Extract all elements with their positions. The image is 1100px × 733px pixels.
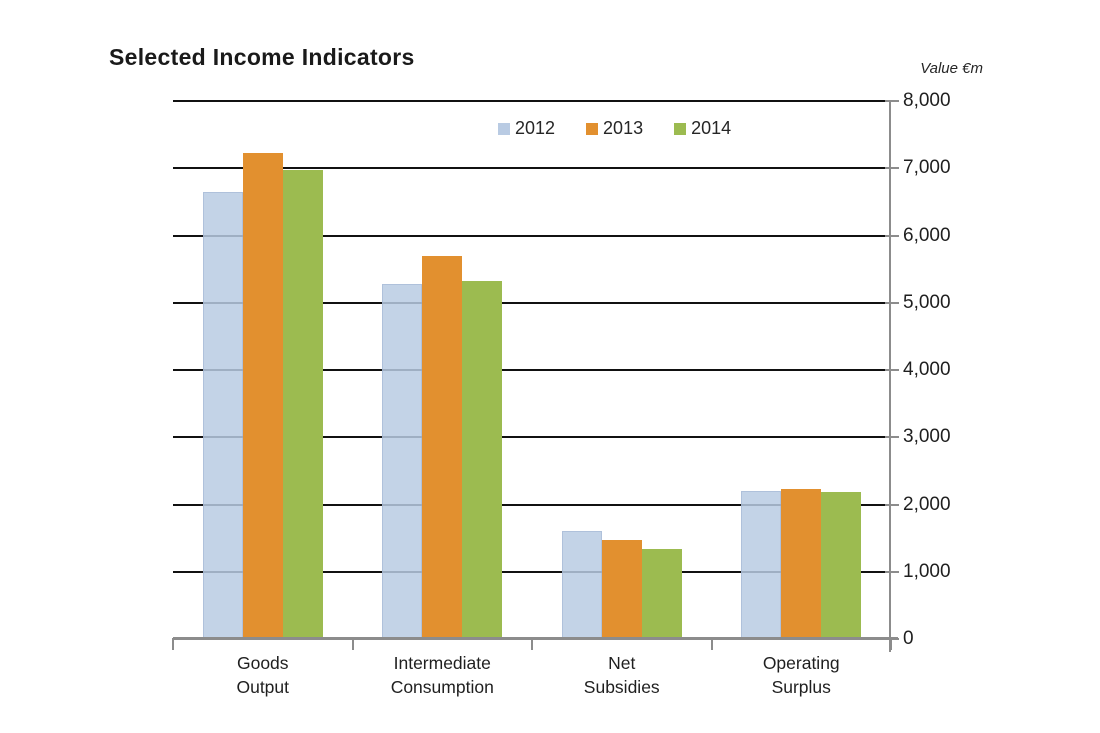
x-category-label-goods-output: Goods Output: [173, 651, 353, 699]
y-tick-label: 0: [903, 628, 914, 649]
y-tick-label: 3,000: [903, 426, 951, 448]
x-axis-tick: [531, 638, 533, 650]
bar-net-subsidies-2013: [601, 540, 642, 639]
gridline-7000: [173, 167, 891, 170]
y-axis-tick: [885, 100, 899, 102]
y-tick-label: 8,000: [903, 90, 951, 111]
bar-intermediate-consumption-2013: [422, 255, 463, 639]
y-axis-units-label: Value €m: [920, 60, 983, 77]
y-tick-label: 2,000: [903, 493, 951, 515]
legend-item-2013: 2013: [586, 118, 643, 139]
legend-label-2013: 2013: [603, 118, 644, 138]
x-category-label-line: Operating: [762, 653, 840, 673]
x-category-label-line: Surplus: [771, 677, 831, 697]
legend-swatch-2014: [674, 122, 687, 135]
x-axis-line: [173, 637, 898, 640]
y-tick-label: 1,000: [903, 560, 951, 582]
legend-item-2012: 2012: [498, 118, 555, 139]
bar-intermediate-consumption-2012: [382, 283, 423, 639]
y-tick-label: 4,000: [903, 359, 951, 380]
y-axis-tick: [885, 301, 899, 304]
y-axis-tick: [885, 503, 899, 506]
gridline-3000: [173, 436, 891, 439]
y-axis-tick: [885, 167, 899, 170]
x-axis-tick: [890, 638, 892, 650]
bar-operating-surplus-2013: [781, 489, 822, 639]
x-category-label-intermediate-consumption: Intermediate Consumption: [352, 651, 532, 699]
x-category-label-line: Net: [608, 653, 636, 673]
gridline-8000: [173, 100, 891, 102]
x-axis-tick: [172, 638, 174, 650]
gridline-4000: [173, 369, 891, 371]
bar-net-subsidies-2012: [561, 531, 602, 639]
y-tick-label: 5,000: [903, 291, 951, 313]
x-axis-tick: [351, 638, 354, 650]
bar-operating-surplus-2014: [821, 491, 862, 639]
y-axis-line: [889, 101, 891, 652]
x-category-label-line: Consumption: [390, 677, 494, 697]
bar-operating-surplus-2012: [741, 491, 782, 639]
bar-net-subsidies-2014: [641, 548, 682, 639]
bar-goods-output-2014: [282, 169, 323, 639]
legend-label-2014: 2014: [691, 118, 732, 138]
legend-item-2014: 2014: [674, 118, 731, 139]
y-axis-tick: [885, 369, 899, 371]
bar-intermediate-consumption-2014: [462, 281, 503, 639]
chart-title: Selected Income Indicators: [109, 44, 415, 70]
x-category-label-line: Goods: [236, 653, 289, 673]
y-axis-tick: [885, 234, 899, 237]
y-tick-label: 6,000: [903, 224, 951, 246]
x-category-label-net-subsidies: Net Subsidies: [532, 651, 712, 699]
legend: 2012 2013 2014: [498, 118, 731, 139]
bar-goods-output-2012: [202, 191, 243, 639]
y-axis-tick: [885, 570, 899, 573]
legend-label-2012: 2012: [515, 118, 556, 138]
x-category-label-line: Subsidies: [583, 677, 660, 697]
x-category-label-line: Output: [236, 677, 290, 697]
legend-swatch-2013: [586, 122, 599, 135]
gridline-2000: [173, 503, 891, 506]
x-axis-tick: [710, 638, 713, 650]
legend-swatch-2012: [498, 122, 510, 135]
y-axis-tick: [885, 436, 899, 439]
x-category-label-line: Intermediate: [393, 653, 491, 673]
gridline-1000: [173, 570, 891, 573]
gridline-5000: [173, 301, 891, 304]
bar-goods-output-2013: [242, 152, 283, 639]
gridline-6000: [173, 234, 891, 237]
x-category-label-operating-surplus: Operating Surplus: [711, 651, 891, 699]
y-tick-label: 7,000: [903, 157, 951, 179]
